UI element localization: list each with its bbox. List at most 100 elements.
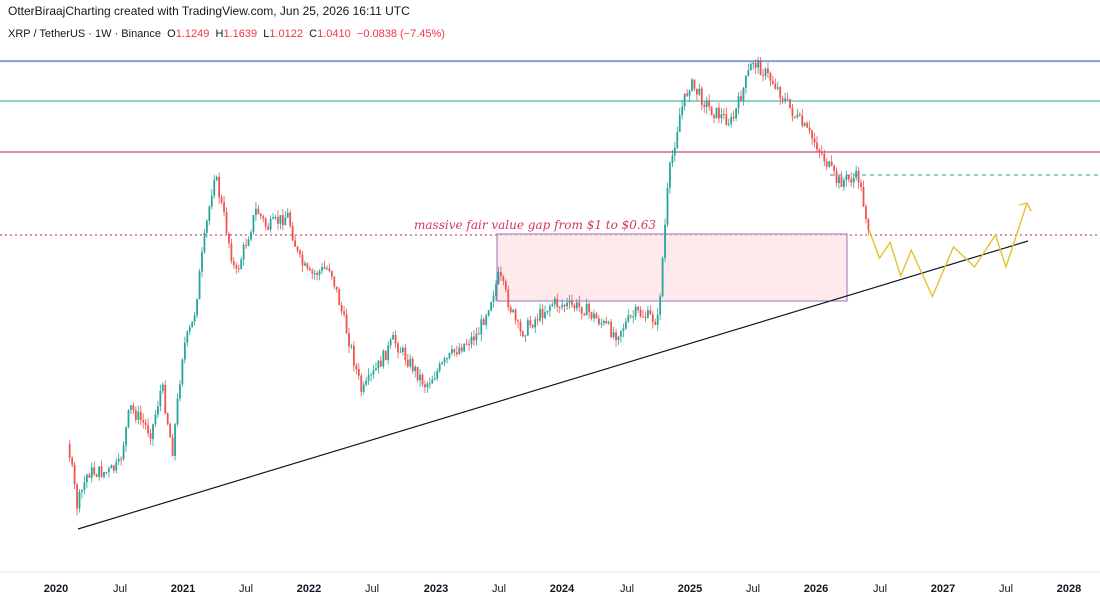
candle-body [88,474,91,478]
candle-body [78,491,81,509]
candle-body [284,217,287,226]
x-tick-label: 2024 [550,583,575,595]
candle-body [159,390,162,407]
candle-body [502,276,505,282]
low-value: 1.0122 [269,28,304,40]
candle-body [583,313,586,316]
close-label: C [309,28,318,40]
candle-body [237,268,240,270]
candle-body [377,360,380,369]
candle-body [247,239,250,246]
candle-body [115,461,118,471]
candle-body [747,70,750,76]
fair-value-gap-box[interactable] [496,233,848,302]
candle-body [595,313,598,319]
candle-body [161,384,164,391]
candle-body [492,295,495,303]
candle-body [83,482,86,490]
x-tick-label: 2026 [804,583,828,595]
candle-body [850,179,853,183]
candle-body [291,225,294,241]
candle-body [120,458,123,460]
candle-body [713,115,715,118]
candle-body [139,411,142,421]
candle-body [835,170,838,184]
candle-body [73,464,76,485]
candle-body [686,93,688,96]
x-tick-label: 2023 [424,583,448,595]
candle-body [330,271,333,277]
candle-body [786,98,789,100]
candle-body [245,245,247,247]
candle-body [201,251,203,272]
candle-body [220,197,223,203]
candle-body [350,345,353,347]
candle-body [299,250,301,255]
candle-body [316,273,319,275]
candle-body [448,353,451,359]
candle-body [436,371,439,379]
trendline[interactable] [77,240,1029,530]
candle-body [656,314,659,325]
candle-body [857,170,860,183]
projection-path[interactable] [868,202,1028,299]
candle-body [323,266,326,269]
candle-body [774,83,777,89]
candle-body [865,206,867,219]
candle-body [698,88,701,95]
candle-body [355,365,358,369]
candle-body [186,331,189,343]
candle-body [745,75,747,88]
x-tick-label: Jul [365,583,379,595]
x-tick-label: Jul [746,583,760,595]
x-tick-label: 2020 [44,583,68,595]
candle-body [174,424,176,456]
candle-body [419,374,421,381]
candle-body [784,98,786,101]
candle-body [468,344,470,346]
candle-body [335,286,338,290]
candle-body [669,162,671,188]
candle-body [154,414,157,425]
candle-body [534,319,537,328]
candle-body [830,161,833,166]
symbol-label[interactable]: XRP / TetherUS · 1W · Binance [8,28,162,40]
candle-body [93,467,96,475]
candle-body [384,350,387,361]
x-tick-label: Jul [113,583,127,595]
candle-body [735,108,737,119]
candle-body [563,304,566,307]
candle-body [382,350,385,367]
candle-body [397,343,399,353]
candle-body [585,303,588,316]
candle-body [541,308,544,319]
x-tick-label: 2027 [931,583,955,595]
candle-body [720,113,723,119]
candle-body [522,331,524,337]
candle-body [147,424,149,434]
candle-body [566,302,568,307]
candle-body [833,165,835,171]
low-label: L [263,28,270,40]
candle-body [490,302,492,311]
candle-body [507,289,510,308]
candle-body [328,268,331,272]
candle-body [122,445,125,460]
candle-body [666,187,669,225]
candle-body [441,362,443,364]
candle-body [845,175,848,181]
candle-body [402,347,404,352]
candle-body [808,127,811,131]
chart-credit: OtterBiraajCharting created with Trading… [8,4,410,18]
candle-body [514,309,517,321]
candle-body [392,335,394,340]
candle-body [762,75,764,77]
candle-body [409,358,412,367]
candle-body [526,320,529,336]
candle-body [477,333,480,335]
candle-body [85,474,88,483]
candle-body [791,107,794,117]
candle-body [708,100,711,107]
candle-body [279,215,282,224]
